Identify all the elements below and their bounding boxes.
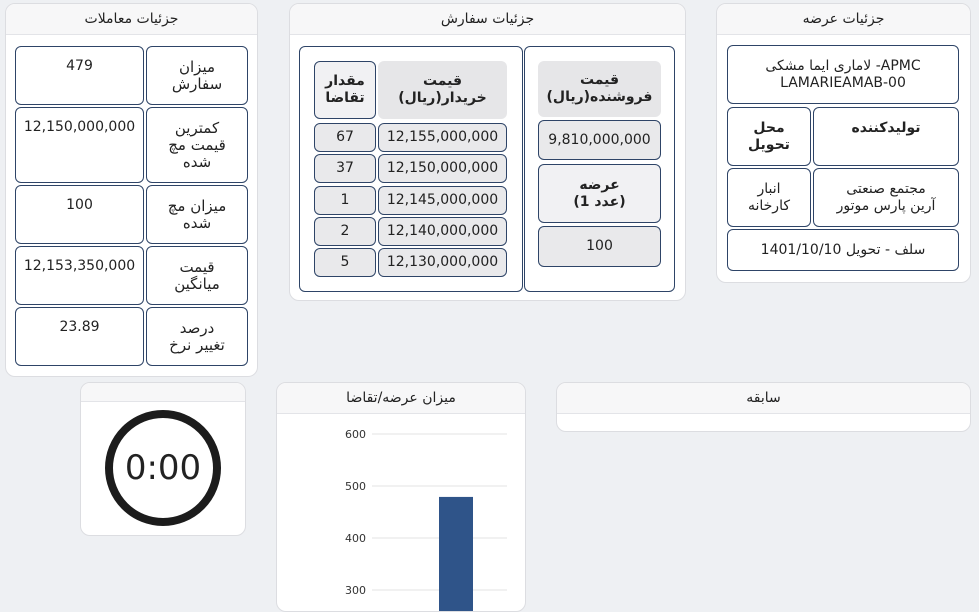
supply-demand-title: میزان عرضه/تقاضا [277, 383, 525, 414]
supply-demand-chart: 600 500 400 300 [345, 428, 507, 611]
seller-price-value: 9,810,000,000 [538, 120, 661, 160]
product-name: لاماری ایما مشکی -APMC LAMARIEAMAB-00 [727, 45, 959, 104]
history-title: سابقه [557, 383, 970, 414]
trade-label: میزان مچ شده [146, 185, 248, 244]
trade-label: قیمت میانگین [146, 246, 248, 305]
trade-value: 23.89 [15, 307, 144, 366]
producer-label: تولیدکننده [813, 107, 959, 166]
trade-label: کمترین قیمت مچ شده [146, 107, 248, 183]
bid-price: 12,145,000,000 [378, 186, 507, 215]
offer-details-title: جزئیات عرضه [717, 4, 970, 35]
producer-value: مجتمع صنعتی آرین پارس موتور [813, 168, 959, 227]
supply-value: 100 [538, 226, 661, 267]
y-tick-label: 500 [345, 480, 366, 493]
bid-qty: 67 [314, 123, 376, 152]
trade-value: 12,153,350,000 [15, 246, 144, 305]
seller-price-header: قیمت فروشنده(ریال) [538, 61, 661, 117]
product-name-line1: لاماری ایما مشکی -APMC [765, 57, 921, 74]
trade-label: میزان سفارش [146, 46, 248, 105]
demand-qty-header: مقدار تقاضا [314, 61, 376, 119]
buyer-price-header: قیمت خریدار(ریال) [378, 61, 507, 119]
settlement-info: سلف - تحویل 1401/10/10 [727, 229, 959, 271]
bid-qty: 37 [314, 154, 376, 183]
bid-qty: 5 [314, 248, 376, 277]
trade-value: 479 [15, 46, 144, 105]
y-tick-label: 400 [345, 532, 366, 545]
bid-qty: 1 [314, 186, 376, 215]
timer-value: 0:00 [124, 448, 202, 488]
history-card: سابقه [556, 382, 971, 432]
y-tick-label: 300 [345, 584, 366, 597]
bar-order-volume [439, 496, 473, 611]
trade-value: 12,150,000,000 [15, 107, 144, 183]
supply-header: عرضه (1 عدد) [538, 164, 661, 223]
delivery-place-label: محل تحویل [727, 107, 811, 166]
y-tick-label: 600 [345, 428, 366, 441]
supply-demand-card: میزان عرضه/تقاضا 600 500 400 300 [276, 382, 526, 612]
trade-details-title: جزئیات معاملات [6, 4, 257, 35]
delivery-place-value: انبار کارخانه [727, 168, 811, 227]
trade-value: 100 [15, 185, 144, 244]
product-name-line2: LAMARIEAMAB-00 [780, 74, 906, 91]
order-details-title: جزئیات سفارش [290, 4, 685, 35]
timer-card-header [81, 383, 245, 402]
trade-label: درصد تغییر نرخ [146, 307, 248, 366]
bid-price: 12,140,000,000 [378, 217, 507, 246]
bid-price: 12,150,000,000 [378, 154, 507, 183]
timer-ring: 0:00 [105, 410, 221, 526]
bid-qty: 2 [314, 217, 376, 246]
bid-price: 12,155,000,000 [378, 123, 507, 152]
timer-card: 0:00 [80, 382, 246, 536]
bid-price: 12,130,000,000 [378, 248, 507, 277]
